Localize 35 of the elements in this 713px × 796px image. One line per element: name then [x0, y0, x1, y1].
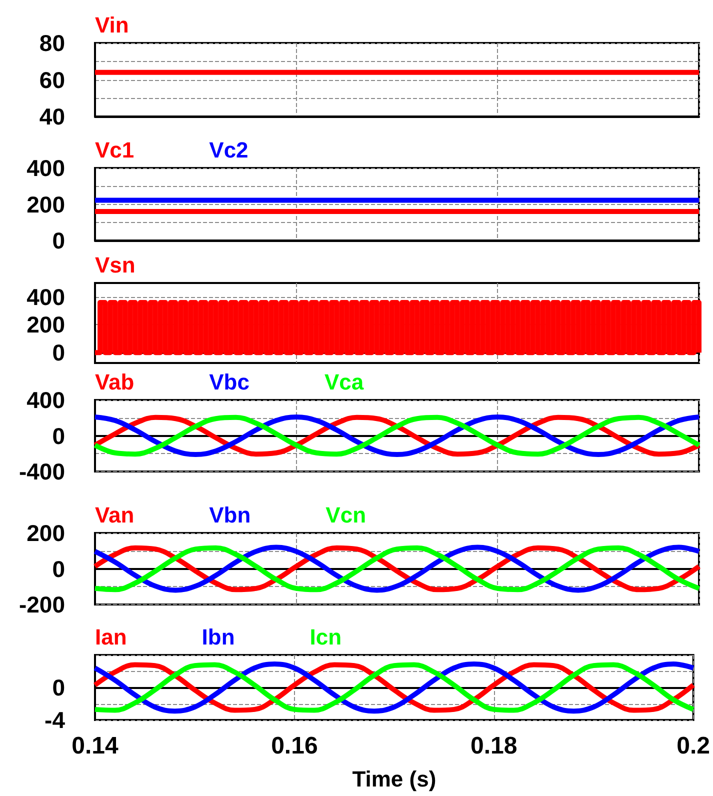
x-tick-label: 0.2	[676, 732, 710, 760]
y-tick-label: 0	[52, 422, 65, 449]
series-label: Vc2	[209, 138, 248, 162]
y-tick-label: 200	[26, 191, 65, 218]
y-tick-label: 40	[39, 104, 65, 130]
y-tick-label: 400	[26, 155, 65, 181]
series-label: Vbn	[209, 502, 251, 528]
text: Vc1	[95, 138, 134, 162]
y-tick-label: 0	[52, 340, 65, 366]
y-tick-label: -200	[18, 592, 65, 618]
series-label: Vsn	[95, 252, 136, 278]
x-tick-label: 0.16	[271, 732, 318, 760]
series-label: Vca	[324, 370, 364, 394]
x-axis-title: Time (s)	[352, 766, 436, 792]
series-label: Ian	[95, 624, 127, 650]
series-label: Van	[95, 502, 134, 528]
series-label: Ibn	[202, 624, 235, 650]
series-label: Vab	[95, 370, 134, 394]
y-tick-label: 200	[26, 520, 65, 546]
y-tick-label: 0	[52, 674, 65, 700]
y-tick-label: 400	[26, 387, 65, 413]
y-tick-label: -4	[44, 707, 66, 733]
y-tick-label: 80	[39, 30, 65, 56]
series-label: Vin	[95, 12, 129, 38]
series-label: Icn	[310, 624, 342, 650]
y-tick-label: 200	[26, 312, 65, 338]
y-tick-label: 0	[52, 556, 65, 582]
y-tick-label: 400	[26, 284, 65, 310]
x-tick-label: 0.18	[470, 732, 518, 760]
series-label: Vbc	[209, 370, 250, 394]
x-tick-label: 0.14	[72, 732, 120, 760]
series-label: Vcn	[326, 502, 366, 528]
y-tick-label: 0	[52, 228, 65, 254]
y-tick-label: -400	[18, 458, 65, 484]
y-tick-label: 60	[39, 66, 65, 93]
